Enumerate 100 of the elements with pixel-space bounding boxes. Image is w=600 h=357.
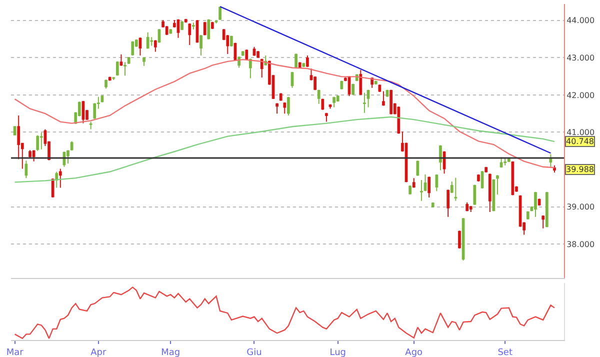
candlestick [507, 157, 510, 163]
candlestick [13, 126, 16, 136]
y-tick-label: 43.000 [566, 53, 595, 62]
candlestick [542, 214, 545, 229]
annotation: 39.988 [566, 165, 594, 174]
candlestick [435, 174, 438, 192]
candlestick [488, 173, 492, 213]
candlestick [245, 48, 248, 61]
candlestick [112, 76, 116, 81]
candlestick [66, 150, 70, 164]
candlestick [28, 150, 32, 159]
y-tick-label: 41.000 [566, 128, 595, 138]
x-tick-label: Mar [6, 348, 24, 357]
candlestick [466, 202, 469, 212]
x-tick-label: Ago [405, 348, 424, 357]
candlestick [116, 60, 119, 76]
candlestick [32, 150, 36, 162]
candlestick [382, 90, 385, 106]
x-tick-label: Apr [90, 348, 106, 357]
candlestick [321, 98, 324, 110]
candlestick [124, 62, 126, 76]
x-tick-label: Lug [330, 348, 346, 357]
candlestick [504, 158, 507, 166]
candlestick [249, 58, 252, 79]
candlestick [317, 89, 320, 104]
candlestick [146, 32, 150, 50]
candlestick [58, 168, 62, 188]
candlestick [287, 96, 290, 116]
candlestick [408, 185, 412, 195]
candlestick [252, 46, 256, 56]
candlestick [192, 22, 195, 30]
candlestick [416, 160, 420, 176]
candlestick [302, 62, 306, 68]
candlestick [256, 50, 260, 59]
candlestick [428, 176, 431, 198]
candlestick [230, 35, 233, 47]
line-series [14, 116, 556, 183]
candlestick [70, 140, 74, 152]
candlestick [207, 18, 210, 40]
candlestick [241, 50, 244, 56]
candlestick [214, 20, 218, 24]
candlestick [549, 154, 552, 168]
candlestick [390, 89, 392, 115]
candlestick [279, 92, 282, 102]
candlestick [120, 54, 123, 66]
candlestick [138, 37, 142, 56]
candlestick [397, 106, 400, 134]
candlestick [294, 53, 298, 68]
candlestick [188, 22, 192, 46]
candlestick [446, 189, 450, 218]
candlestick [469, 206, 472, 213]
candlestick [484, 166, 488, 173]
candlestick [420, 179, 423, 202]
candlestick [526, 210, 530, 220]
candlestick [325, 112, 328, 122]
candlestick [211, 21, 214, 30]
candlestick [154, 40, 157, 52]
candlestick [454, 177, 458, 202]
y-tick-label: 42.000 [566, 90, 595, 100]
candlestick [127, 56, 130, 65]
candlestick [424, 174, 427, 192]
candlestick [534, 191, 537, 218]
y-tick-label: 38.000 [566, 240, 595, 249]
candlestick [184, 19, 188, 24]
candlestick [203, 21, 206, 36]
candlestick [439, 144, 442, 171]
candlestick [260, 58, 264, 78]
candlestick [200, 34, 202, 56]
candlestick [431, 202, 434, 208]
x-tick-label: Set [498, 348, 513, 357]
candlestick [412, 178, 416, 188]
x-tick-label: Giu [246, 348, 262, 357]
candlestick [328, 104, 332, 110]
candlestick [545, 191, 548, 228]
candlestick [55, 171, 58, 188]
candlestick [374, 80, 378, 84]
candlestick [477, 174, 480, 182]
x-tick-label: Mag [161, 348, 180, 357]
candlestick [108, 76, 112, 82]
candlestick [366, 89, 370, 108]
candlestick [218, 6, 222, 21]
candlestick [332, 96, 336, 108]
candlestick [276, 103, 278, 114]
candlestick [142, 56, 146, 66]
candlestick [176, 18, 180, 38]
candlestick [553, 164, 556, 173]
candlestick [40, 132, 43, 150]
candlestick [180, 20, 184, 31]
candlestick [283, 102, 286, 114]
candlestick [306, 54, 309, 68]
candlestick [104, 79, 108, 90]
candlestick [378, 84, 382, 92]
annotation: 40.748 [566, 137, 594, 146]
candlestick [340, 80, 344, 90]
candlestick [24, 160, 28, 179]
candlestick [359, 69, 362, 96]
candlestick [36, 134, 40, 152]
candlestick [150, 36, 154, 46]
y-tick-label: 44.000 [566, 16, 595, 26]
y-tick-label: 39.000 [566, 202, 595, 212]
